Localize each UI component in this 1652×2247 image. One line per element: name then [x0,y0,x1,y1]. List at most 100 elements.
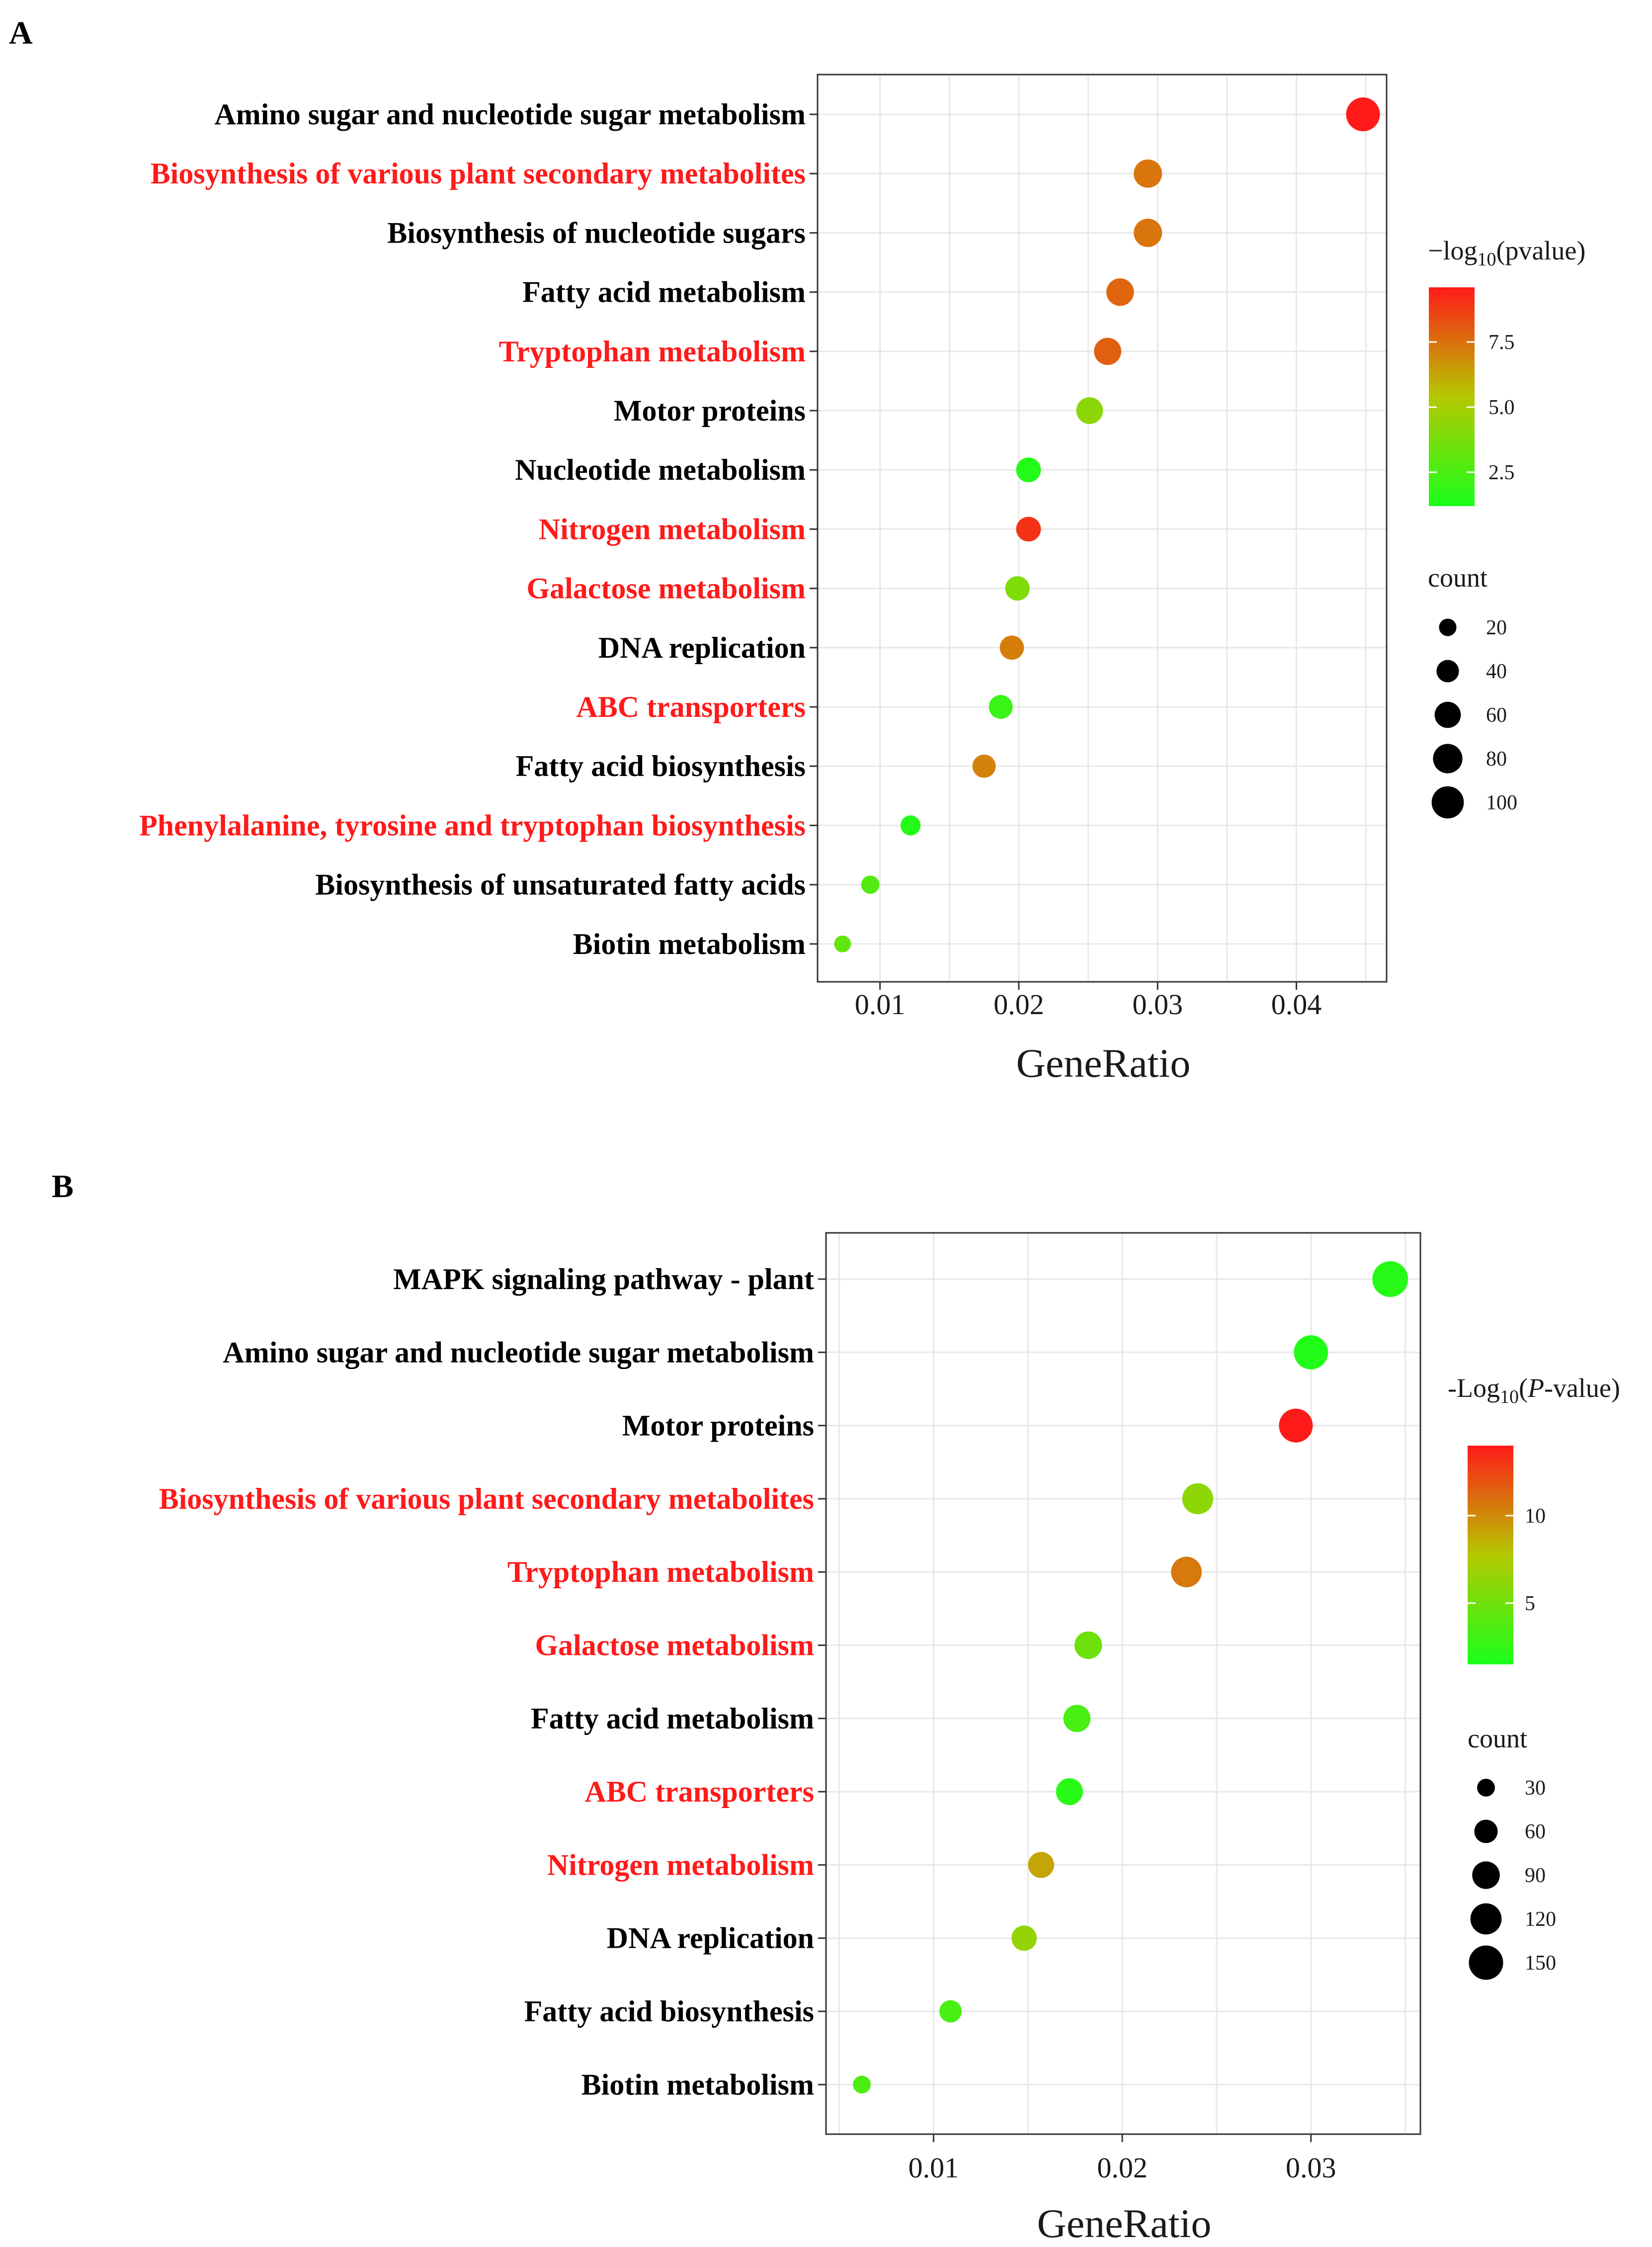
panel-b-chart: MAPK signaling pathway - plant Amino suga… [159,1232,1620,2246]
panel-a-x-tick-label: 0.01 [855,988,906,1021]
panel-a-point [1016,457,1041,483]
panel-a-size-legend: count 20 40 60 80 100 [1428,563,1517,819]
panel-b-x-axis-title: GeneRatio [1037,2201,1212,2246]
panel-a-point [1094,338,1122,365]
panel-b-category-label: ABC transporters [584,1775,814,1808]
panel-a-color-legend: −log10(pvalue) 2.5 5.0 7.5 [1428,236,1585,506]
panel-b-color-tick-label: 5 [1525,1592,1535,1615]
panel-b-plot-border [825,1232,1421,2135]
panel-b-size-items: 30 60 90 120 150 [1469,1777,1556,1980]
panel-a-gridlines [818,75,1387,982]
panel-a-size-label: 60 [1486,704,1507,727]
panel-a-point [1346,97,1380,131]
panel-a-chart: Amino sugar and nucleotide sugar metabol… [139,74,1585,1086]
panel-b-category-label: Nitrogen metabolism [547,1848,814,1881]
panel-b-category-labels: MAPK signaling pathway - plant Amino suga… [159,1263,826,2101]
panel-a-category-label: Fatty acid biosynthesis [516,750,806,782]
panel-a-size-dot [1433,744,1463,774]
panel-a-color-ticks: 2.5 5.0 7.5 [1429,331,1515,484]
panel-b-size-label: 150 [1525,1952,1556,1975]
panel-a-letter: A [9,15,33,51]
panel-b-gridlines [826,1233,1420,2134]
panel-a-color-tick-label: 2.5 [1488,461,1515,484]
panel-a-point [1076,397,1103,424]
panel-b-point [1171,1556,1202,1587]
panel-b-x-tick-label: 0.02 [1097,2152,1148,2184]
panel-a-point [900,815,921,836]
panel-a-color-legend-title: −log10(pvalue) [1428,236,1585,270]
panel-a-category-label: Nucleotide metabolism [515,453,806,486]
panel-a-size-dot [1434,701,1461,728]
panel-a-category-label: Phenylalanine, tyrosine and tryptophan b… [139,809,806,842]
panel-b-size-dot [1474,1819,1498,1843]
panel-b-size-label: 60 [1525,1820,1546,1843]
panel-a-size-label: 100 [1486,791,1517,814]
panel-b-point [1056,1778,1083,1806]
panel-a-category-label: Motor proteins [614,394,806,427]
panel-a-size-items: 20 40 60 80 100 [1431,616,1517,819]
panel-b-category-label: Motor proteins [622,1409,814,1442]
panel-b-size-dot [1472,1861,1500,1889]
panel-a-category-label: Biosynthesis of various plant secondary … [151,157,806,190]
panel-a-x-axis-title: GeneRatio [1016,1040,1191,1086]
panel-b-size-dot [1469,1945,1503,1980]
panel-a-size-label: 40 [1486,660,1507,683]
panel-b-x-tick-label: 0.03 [1286,2152,1336,2184]
panel-b-category-label: Fatty acid biosynthesis [524,1995,814,2028]
panel-a-point [989,695,1013,719]
panel-a-point [1106,278,1134,306]
panel-a-plot-border [817,74,1388,983]
panel-b-size-legend-title: count [1468,1724,1527,1753]
panel-b-color-tick-label: 10 [1525,1505,1546,1528]
panel-b-color-bar [1468,1446,1513,1664]
panel-b-point [1063,1705,1091,1732]
panel-a-point [834,935,851,952]
panel-b-point [1279,1408,1313,1443]
panel-a-size-legend-title: count [1428,563,1487,593]
panel-b-category-label: Tryptophan metabolism [507,1556,814,1588]
panel-b-category-label: Galactose metabolism [535,1629,814,1662]
panel-a-category-label: Fatty acid metabolism [522,276,806,309]
panel-b-color-ticks: 5 10 [1468,1505,1546,1615]
panel-a-category-labels: Amino sugar and nucleotide sugar metabol… [139,98,818,960]
panel-b-letter: B [52,1168,74,1205]
panel-a-color-bar [1429,287,1475,506]
panel-b-points [853,1261,1408,2094]
panel-a-category-label: ABC transporters [576,691,806,723]
panel-a-size-dot [1436,660,1459,683]
panel-b-point [853,2075,871,2094]
panel-b-size-label: 120 [1525,1908,1556,1931]
panel-b-size-label: 30 [1525,1777,1546,1800]
panel-b-point [1011,1925,1037,1951]
panel-a-point [1134,218,1162,247]
panel-a-x-tick-label: 0.04 [1271,988,1322,1021]
panel-a-category-label: DNA replication [598,631,806,664]
panel-a-size-dot [1431,786,1464,819]
panel-a-category-label: Amino sugar and nucleotide sugar metabol… [214,98,806,131]
panel-a-color-tick-label: 7.5 [1488,331,1515,354]
panel-a-size-dot [1439,618,1457,636]
panel-a-x-tick-label: 0.03 [1132,988,1183,1021]
panel-a-category-label: Biotin metabolism [573,928,806,960]
panel-b-x-axis: 0.01 0.02 0.03 [909,2134,1336,2184]
panel-b-category-label: DNA replication [607,1922,814,1955]
panel-a-point [999,635,1024,660]
panel-a-points [834,97,1380,952]
panel-a-x-axis: 0.01 0.02 0.03 0.04 [855,982,1322,1021]
panel-a-category-label: Nitrogen metabolism [539,513,806,545]
panel-b-category-label: Biotin metabolism [581,2068,814,2101]
panel-b-size-legend: count 30 60 90 120 150 [1468,1724,1556,1980]
panel-a-point [1005,576,1030,601]
panel-a-category-label: Biosynthesis of unsaturated fatty acids [315,868,806,901]
panel-b-size-dot [1470,1903,1502,1935]
panel-a-point [972,754,996,778]
panel-a-category-label: Biosynthesis of nucleotide sugars [387,216,806,249]
panel-a-point [1134,159,1162,188]
panel-a-category-label: Tryptophan metabolism [499,335,806,368]
panel-b-point [1372,1261,1408,1297]
panel-b-point [1182,1483,1214,1515]
panel-a-color-tick-label: 5.0 [1488,396,1515,419]
panel-b-color-legend-title: -Log10(P-value) [1448,1373,1620,1407]
panel-b-color-legend: -Log10(P-value) 5 10 [1448,1373,1620,1664]
